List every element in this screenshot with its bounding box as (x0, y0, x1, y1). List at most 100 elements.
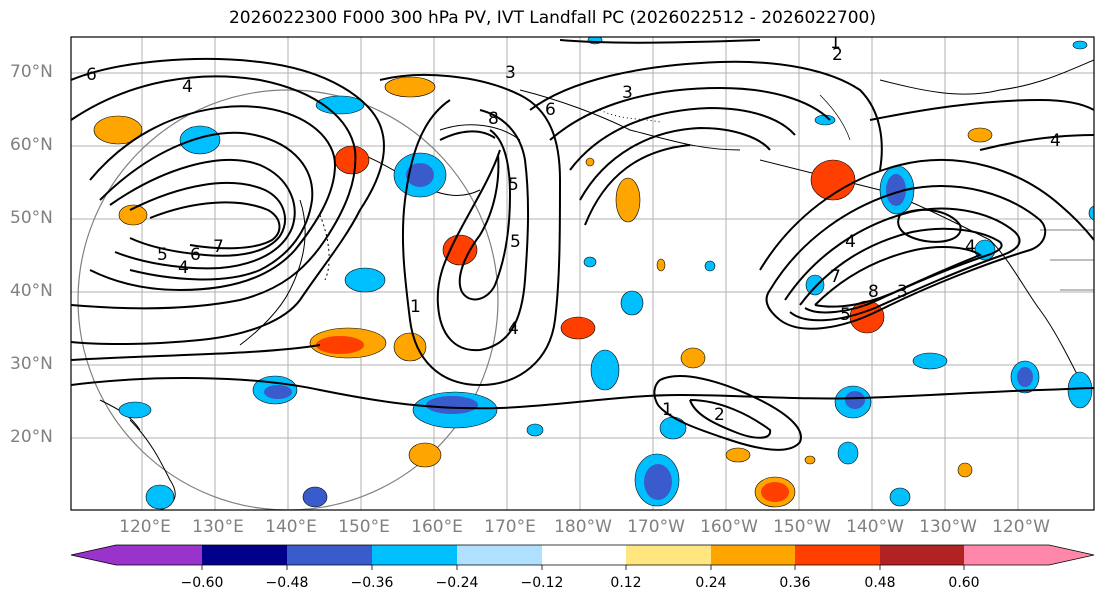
negative-anomaly-core (406, 163, 434, 187)
colorbar-tick-label: −0.48 (265, 575, 309, 591)
positive-anomaly-patch (560, 316, 596, 340)
lon-label-170w: 170°W (627, 517, 685, 537)
colorbar-tick-label: 0.48 (864, 575, 896, 591)
plot-area (71, 37, 1094, 510)
positive-anomaly-patch (384, 76, 436, 98)
lat-label-30n: 30°N (10, 354, 53, 374)
colorbar-segment (964, 545, 1049, 565)
positive-anomaly-patch (656, 258, 666, 272)
contour-label: 7 (830, 267, 841, 287)
positive-anomaly-patch (967, 127, 993, 143)
negative-anomaly-patch (302, 486, 328, 508)
negative-anomaly-patch (145, 484, 175, 510)
positive-anomaly-patch (725, 447, 751, 463)
negative-anomaly-patch (344, 267, 386, 293)
lon-label-160w: 160°W (700, 517, 758, 537)
lon-label-160e: 160°E (411, 517, 463, 537)
colorbar-extend-low (71, 545, 116, 565)
positive-anomaly-patch (810, 159, 856, 201)
contour-label: 4 (182, 77, 193, 97)
figure-title: 2026022300 F000 300 hPa PV, IVT Landfall… (228, 8, 876, 28)
positive-anomaly-patch (957, 462, 973, 478)
negative-anomaly-core (1017, 367, 1033, 387)
negative-anomaly-patch (526, 423, 544, 437)
colorbar-outline (70, 544, 1095, 566)
negative-anomaly-patch (315, 95, 365, 115)
pv-anomaly-patches (93, 37, 1094, 510)
colorbar-segment (626, 545, 711, 565)
colorbar-segment (372, 545, 457, 565)
contour-label: 1 (662, 400, 673, 420)
positive-anomaly-patch (615, 177, 641, 223)
colorbar-segment (202, 545, 287, 565)
colorbar-tick-label: −0.12 (520, 575, 564, 591)
colorbar-segment (880, 545, 964, 565)
contour-label: 3 (622, 83, 633, 103)
contour-label: 6 (86, 65, 97, 85)
negative-anomaly-patch (583, 256, 597, 268)
contour-label: 8 (488, 109, 499, 129)
contour-label: 8 (868, 282, 879, 302)
negative-anomaly-core (845, 391, 865, 409)
lat-label-50n: 50°N (10, 208, 53, 228)
colorbar-segment (542, 545, 626, 565)
contour-label: 4 (178, 258, 189, 278)
colorbar-segment (711, 545, 795, 565)
negative-anomaly-core (264, 385, 292, 399)
lon-label-130e: 130°E (192, 517, 244, 537)
contour-label: 5 (840, 305, 851, 325)
positive-anomaly-patch (93, 115, 143, 145)
negative-anomaly-patch (590, 349, 620, 391)
negative-anomaly-patch (704, 260, 716, 272)
contour-label: 7 (213, 237, 224, 257)
contour-label: 6 (545, 100, 556, 120)
negative-anomaly-patch (620, 290, 644, 316)
colorbar-tick-label: −0.24 (435, 575, 479, 591)
positive-anomaly-patch (393, 332, 427, 362)
colorbar-tick-label: −0.36 (350, 575, 394, 591)
contour-label: 5 (157, 245, 168, 265)
colorbar-segment (795, 545, 880, 565)
colorbar-tick-label: 0.60 (948, 575, 980, 591)
lat-label-20n: 20°N (10, 427, 53, 447)
negative-anomaly-patch (118, 401, 152, 419)
negative-anomaly-patch (837, 441, 859, 465)
lon-label-120w: 120°W (992, 517, 1050, 537)
negative-anomaly-patch (1088, 205, 1094, 221)
positive-anomaly-patch (680, 347, 706, 369)
positive-anomaly-core (316, 336, 364, 354)
negative-anomaly-core (426, 396, 478, 414)
lon-label-130w: 130°W (919, 517, 977, 537)
contour-label: 2 (832, 45, 843, 65)
colorbar-tick-label: 0.36 (779, 575, 811, 591)
positive-anomaly-core (761, 482, 789, 502)
lon-label-150e: 150°E (338, 517, 390, 537)
contour-label: 1 (410, 297, 421, 317)
contour-label: 1 (830, 33, 841, 53)
contour-label: 6 (190, 245, 201, 265)
negative-anomaly-patch (889, 487, 911, 507)
colorbar-tick-label: 0.12 (610, 575, 642, 591)
great-circle-ring (77, 89, 499, 510)
positive-anomaly-patch (408, 442, 442, 468)
contour-label: 3 (505, 63, 516, 83)
negative-anomaly-core (644, 464, 672, 500)
lat-label-70n: 70°N (10, 62, 53, 82)
lon-label-180w: 180°W (554, 517, 612, 537)
colorbar-tick-label: −0.60 (180, 575, 224, 591)
colorbar-segment (457, 545, 542, 565)
lon-label-140e: 140°E (265, 517, 317, 537)
positive-anomaly-patch (804, 455, 816, 465)
negative-anomaly-patch (179, 125, 221, 155)
negative-anomaly-patch (1072, 40, 1088, 50)
contour-label: 4 (1050, 131, 1061, 151)
lon-label-140w: 140°W (846, 517, 904, 537)
negative-anomaly-patch (659, 416, 687, 440)
lon-label-120e: 120°E (119, 517, 171, 537)
positive-anomaly-patch (118, 204, 148, 226)
colorbar-extend-high (1049, 545, 1094, 565)
lat-label-40n: 40°N (10, 281, 53, 301)
contour-label: 5 (508, 175, 519, 195)
ivt-contours (71, 39, 1094, 451)
lon-label-170e: 170°E (484, 517, 536, 537)
